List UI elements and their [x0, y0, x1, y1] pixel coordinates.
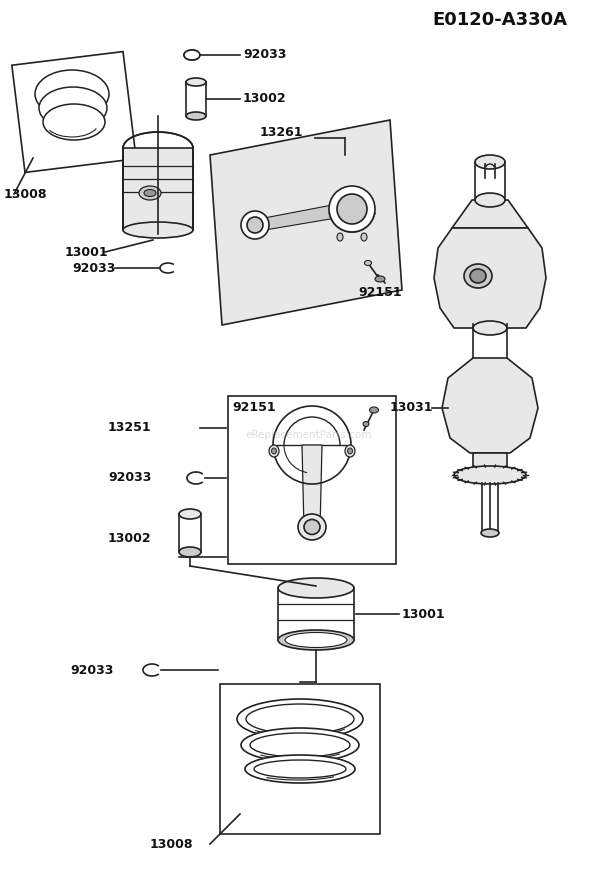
Ellipse shape [481, 529, 499, 537]
Ellipse shape [278, 578, 354, 598]
Polygon shape [220, 684, 380, 834]
Text: 13261: 13261 [260, 126, 303, 140]
Ellipse shape [179, 547, 201, 557]
Ellipse shape [337, 194, 367, 224]
Text: 13008: 13008 [4, 187, 48, 201]
Text: 13002: 13002 [243, 92, 287, 106]
Polygon shape [210, 120, 402, 325]
Polygon shape [12, 51, 136, 173]
Polygon shape [434, 228, 546, 328]
Ellipse shape [348, 448, 352, 454]
Ellipse shape [329, 186, 375, 232]
Ellipse shape [247, 217, 263, 233]
Ellipse shape [475, 155, 505, 169]
Polygon shape [302, 445, 322, 530]
Text: 13008: 13008 [150, 837, 194, 850]
Ellipse shape [245, 755, 355, 783]
Ellipse shape [470, 269, 486, 283]
Ellipse shape [369, 407, 379, 413]
Ellipse shape [298, 514, 326, 540]
Text: 92033: 92033 [72, 262, 116, 275]
Ellipse shape [144, 189, 156, 196]
Text: 13001: 13001 [65, 246, 109, 258]
Text: 92033: 92033 [243, 49, 286, 62]
Text: 92151: 92151 [358, 285, 402, 298]
Ellipse shape [254, 760, 346, 778]
Ellipse shape [139, 186, 161, 200]
Ellipse shape [184, 50, 200, 60]
Ellipse shape [375, 276, 385, 282]
Ellipse shape [246, 704, 354, 734]
Ellipse shape [250, 733, 350, 757]
Ellipse shape [241, 211, 269, 239]
Polygon shape [259, 202, 348, 231]
Text: E0120-A330A: E0120-A330A [432, 11, 568, 29]
Ellipse shape [473, 321, 507, 335]
Ellipse shape [361, 233, 367, 241]
Ellipse shape [186, 78, 206, 86]
Polygon shape [228, 396, 396, 564]
Ellipse shape [123, 222, 193, 238]
Text: eReplacementParts.com: eReplacementParts.com [245, 430, 372, 440]
Ellipse shape [475, 193, 505, 207]
Polygon shape [123, 148, 193, 230]
Ellipse shape [454, 466, 526, 484]
Ellipse shape [39, 87, 107, 129]
Text: 13002: 13002 [108, 532, 152, 544]
Polygon shape [473, 453, 507, 475]
Text: 13001: 13001 [402, 608, 445, 621]
Ellipse shape [345, 445, 355, 457]
Ellipse shape [241, 728, 359, 762]
Ellipse shape [271, 448, 277, 454]
Text: 92033: 92033 [70, 664, 113, 677]
Text: 13251: 13251 [108, 421, 152, 434]
Ellipse shape [186, 112, 206, 120]
Ellipse shape [304, 520, 320, 535]
Ellipse shape [43, 104, 105, 140]
Polygon shape [442, 358, 538, 453]
Ellipse shape [285, 632, 347, 648]
Ellipse shape [179, 509, 201, 519]
Ellipse shape [35, 70, 109, 118]
Text: 13031: 13031 [390, 401, 434, 414]
Ellipse shape [278, 630, 354, 650]
Ellipse shape [365, 261, 372, 265]
Ellipse shape [363, 421, 369, 426]
Ellipse shape [337, 233, 343, 241]
Polygon shape [452, 200, 528, 228]
Ellipse shape [464, 264, 492, 288]
Text: 92033: 92033 [108, 472, 152, 485]
Ellipse shape [237, 699, 363, 739]
Ellipse shape [269, 445, 279, 457]
Text: 92151: 92151 [232, 401, 276, 414]
